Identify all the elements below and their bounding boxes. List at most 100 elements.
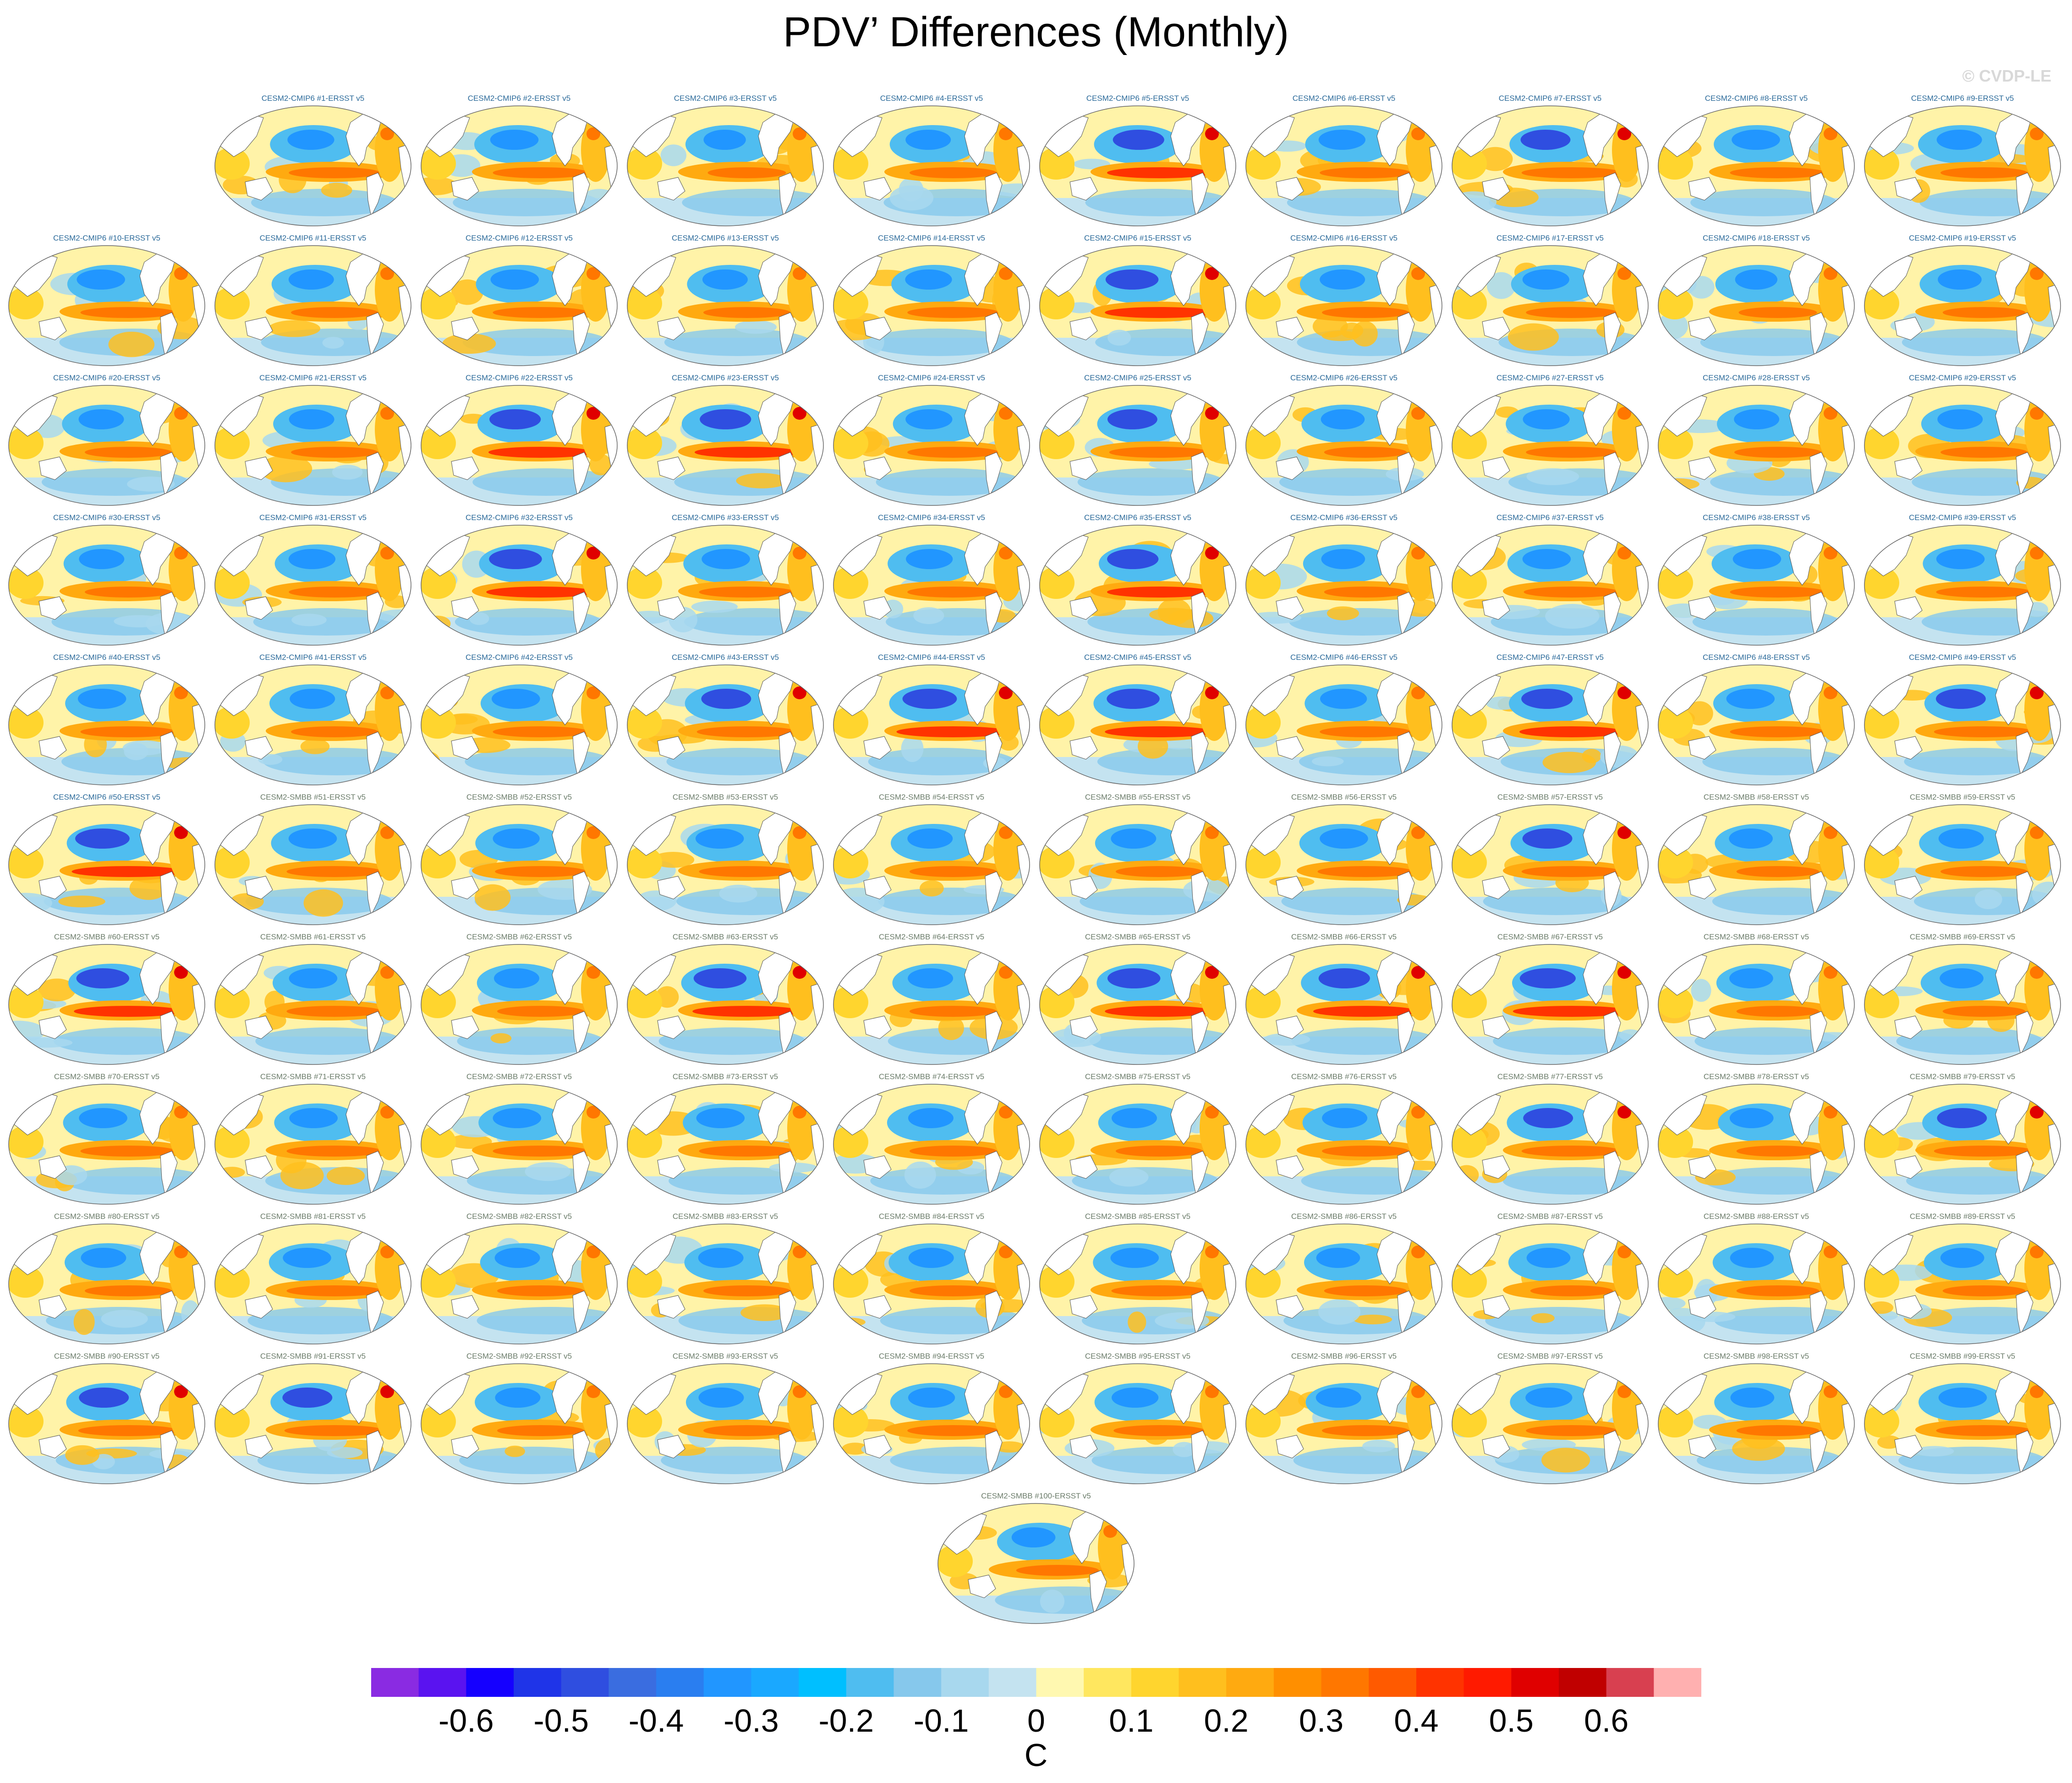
atlantic-warm-core — [1824, 1245, 1837, 1258]
indian-ocean-warm — [1040, 148, 1074, 180]
map-panel: CESM2-SMBB #62-ERSST v5 — [419, 933, 619, 1070]
tropical-warm-core — [1320, 167, 1411, 178]
map-border — [1452, 105, 1649, 226]
warm-patch — [736, 473, 788, 488]
indian-ocean-warm — [627, 986, 662, 1018]
atlantic-warm-core — [174, 267, 188, 280]
south-america-land — [366, 592, 384, 636]
north-pacific-core — [1110, 1248, 1159, 1268]
sst-anomaly-map — [1452, 1223, 1649, 1344]
map-border — [1245, 1363, 1442, 1484]
cold-patch — [54, 1027, 201, 1055]
colorbar-tick-label: 0.6 — [1584, 1703, 1629, 1739]
north-pacific-core — [1730, 1248, 1774, 1268]
map-panel: CESM2-CMIP6 #50-ERSST v5 — [7, 793, 207, 930]
south-america-land — [1809, 871, 1827, 916]
south-america-land — [160, 871, 178, 916]
warm-patch — [1327, 606, 1359, 620]
cold-patch — [255, 1027, 402, 1055]
atlantic-warm-core — [999, 686, 1013, 699]
atlantic-warm-core — [999, 1385, 1013, 1398]
map-panel: CESM2-SMBB #70-ERSST v5 — [7, 1072, 207, 1210]
north-pacific-core — [1322, 1108, 1368, 1128]
colorbar-tick-label: 0.4 — [1394, 1703, 1439, 1739]
warm-patch — [451, 279, 483, 305]
cold-patch — [876, 468, 1023, 496]
north-pacific-core — [1938, 1388, 1987, 1408]
sst-anomaly-map — [1452, 385, 1649, 506]
australia-land — [863, 736, 892, 760]
map-panel: CESM2-SMBB #88-ERSST v5 — [1656, 1212, 1856, 1350]
cool-patch — [1311, 756, 1344, 767]
south-america-land — [1191, 592, 1209, 636]
map-border — [627, 1363, 824, 1484]
map-border — [214, 385, 411, 506]
map-panel: CESM2-SMBB #76-ERSST v5 — [1244, 1072, 1444, 1210]
sst-anomaly-map — [1452, 105, 1649, 226]
north-pacific-core — [1732, 130, 1780, 150]
cold-patch — [1077, 468, 1224, 496]
australia-land — [1069, 317, 1098, 340]
south-america-land — [572, 452, 590, 497]
sst-anomaly-map — [8, 804, 205, 925]
sst-anomaly-map — [833, 1084, 1030, 1205]
tropical-warm-core — [1526, 447, 1617, 458]
tropical-warm-core — [286, 1146, 383, 1157]
australia-land — [38, 596, 67, 620]
panel-label: CESM2-SMBB #81-ERSST v5 — [260, 1212, 366, 1221]
australia-land — [1688, 177, 1716, 201]
sst-anomaly-map — [627, 944, 824, 1065]
map-panel: CESM2-CMIP6 #29-ERSST v5 — [1863, 373, 2062, 511]
map-panel: CESM2-CMIP6 #16-ERSST v5 — [1244, 234, 1444, 371]
south-america-land — [985, 312, 1003, 357]
map-border — [1452, 1223, 1649, 1344]
tropical-warm-core — [1016, 1565, 1099, 1576]
map-border — [8, 525, 205, 646]
atlantic-warm-core — [587, 826, 600, 839]
map-panel: CESM2-CMIP6 #48-ERSST v5 — [1656, 653, 1856, 790]
cold-patch — [664, 329, 811, 356]
map-border — [627, 1084, 824, 1205]
cold-patch — [1692, 608, 1839, 636]
australia-land — [657, 177, 685, 201]
tropical-warm-core — [1736, 1006, 1820, 1017]
map-border — [8, 1223, 205, 1344]
cool-patch — [1619, 1029, 1642, 1042]
australia-land — [1069, 1155, 1098, 1179]
north-pacific-core — [1107, 409, 1157, 429]
map-border — [833, 664, 1030, 785]
tropical-warm-core — [1111, 1285, 1207, 1296]
south-america-land — [1603, 592, 1621, 636]
sst-anomaly-map — [1245, 664, 1442, 785]
greenland-land — [171, 525, 200, 540]
north-pacific-core — [494, 1248, 540, 1268]
atlantic-warm-core — [793, 966, 806, 979]
atlantic-warm-core — [1824, 1106, 1837, 1119]
colorbar-segment — [1416, 1668, 1464, 1697]
tropical-warm-core — [1936, 587, 2032, 598]
cold-patch — [1485, 1307, 1632, 1334]
indian-ocean-warm — [421, 427, 456, 459]
map-panel: CESM2-CMIP6 #21-ERSST v5 — [213, 373, 413, 511]
map-border — [833, 105, 1030, 226]
watermark: © CVDP-LE — [1962, 66, 2051, 85]
atlantic-warm-core — [1617, 267, 1631, 280]
indian-ocean-warm — [421, 1405, 456, 1437]
map-panel: CESM2-SMBB #65-ERSST v5 — [1038, 933, 1238, 1070]
warm-patch — [259, 455, 312, 483]
map-panel: CESM2-CMIP6 #35-ERSST v5 — [1038, 513, 1238, 651]
australia-land — [1894, 1015, 1923, 1039]
greenland-land — [378, 805, 406, 819]
australia-land — [1069, 1295, 1098, 1319]
atlantic-warm-core — [380, 1245, 394, 1258]
map-border — [1039, 105, 1236, 226]
australia-land — [451, 1435, 479, 1459]
cold-patch — [669, 1167, 816, 1195]
indian-ocean-warm — [1864, 287, 1899, 319]
greenland-land — [1615, 1084, 1643, 1099]
north-pacific-core — [489, 409, 541, 429]
tropical-warm-core — [1513, 1006, 1631, 1017]
north-pacific-core — [492, 689, 540, 709]
south-america-land — [1191, 1151, 1209, 1196]
south-america-land — [985, 592, 1003, 636]
